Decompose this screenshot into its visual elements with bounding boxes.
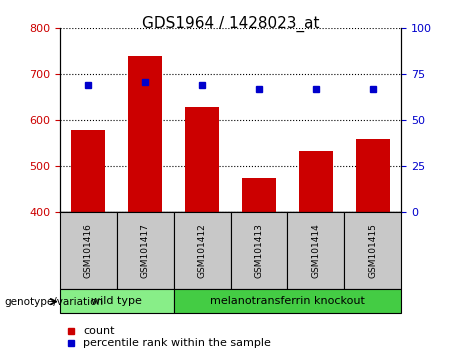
Bar [355,139,390,212]
Bar [117,212,174,289]
Bar [174,212,230,289]
Bar [230,212,287,289]
Text: genotype/variation: genotype/variation [5,297,104,307]
Text: GDS1964 / 1428023_at: GDS1964 / 1428023_at [142,16,319,32]
Text: melanotransferrin knockout: melanotransferrin knockout [210,296,365,306]
Text: GSM101414: GSM101414 [311,223,320,278]
Bar [71,130,106,212]
Text: GSM101415: GSM101415 [368,223,377,278]
Bar [344,212,401,289]
Bar [242,178,276,212]
Bar [299,151,333,212]
Text: GSM101417: GSM101417 [141,223,150,278]
Text: GSM101412: GSM101412 [198,223,207,278]
Bar [185,108,219,212]
Bar [60,289,174,313]
Text: percentile rank within the sample: percentile rank within the sample [83,338,271,348]
Text: count: count [83,326,114,336]
Bar [60,212,117,289]
Text: wild type: wild type [91,296,142,306]
Text: GSM101413: GSM101413 [254,223,263,278]
Bar [128,56,162,212]
Bar [174,289,401,313]
Text: GSM101416: GSM101416 [84,223,93,278]
Bar [287,212,344,289]
